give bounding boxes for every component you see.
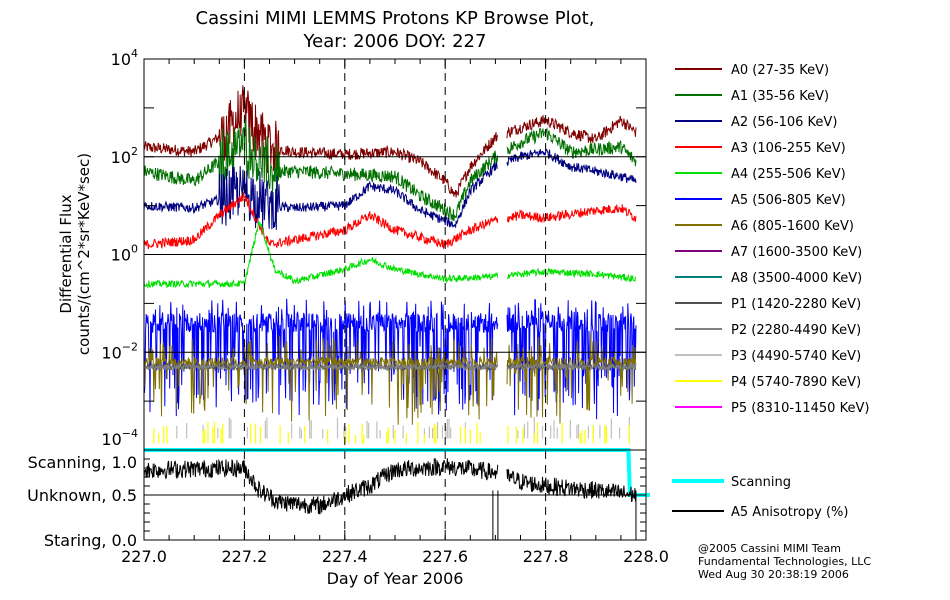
x-tick-label: 227.2 [221, 547, 267, 566]
legend-label: A5 Anisotropy (%) [731, 505, 848, 520]
chart-title-line1: Cassini MIMI LEMMS Protons KP Browse Plo… [196, 8, 595, 29]
legend-label: P3 (4490-5740 KeV) [731, 349, 861, 364]
series-line-A1 [143, 120, 637, 222]
legend-label: A3 (106-255 KeV) [731, 141, 846, 156]
legend-label: A6 (805-1600 KeV) [731, 219, 854, 234]
series-line-A3 [143, 192, 637, 250]
lower-y-tick-label: Unknown, 0.5 [27, 486, 137, 505]
legend-label: P1 (1420-2280 KeV) [731, 297, 861, 312]
lower-y-tick-label: Scanning, 1.0 [28, 453, 137, 472]
footer-timestamp: Wed Aug 30 20:38:19 2006 [698, 568, 849, 581]
y-tick-label: 10−4 [101, 427, 138, 449]
x-tick-label: 227.8 [523, 547, 569, 566]
x-tick-label: 227.0 [121, 547, 167, 566]
lower-y-tick-label: Staring, 0.0 [44, 531, 137, 550]
legend-label: A5 (506-805 KeV) [731, 193, 846, 208]
y-tick-label: 10−2 [101, 340, 138, 362]
y-tick-label: 104 [111, 47, 138, 69]
legend-label: A1 (35-56 KeV) [731, 89, 829, 104]
plot-area [143, 85, 650, 540]
series-line-A2 [143, 148, 637, 230]
legend-label: A2 (56-106 KeV) [731, 115, 837, 130]
y-axis-label-line2: counts/(cm^2*sr*KeV*sec) [75, 153, 93, 355]
footer-company: Fundamental Technologies, LLC [698, 555, 871, 568]
series-line-A4 [143, 221, 636, 290]
anisotropy-line [143, 457, 637, 515]
footer-copyright: @2005 Cassini MIMI Team [698, 542, 841, 555]
legend-label: A4 (255-506 KeV) [731, 167, 846, 182]
x-tick-label: 227.6 [422, 547, 468, 566]
legend-label: Scanning [731, 475, 791, 490]
x-tick-label: 227.4 [322, 547, 368, 566]
y-axis-label-line1: Differential Flux [57, 194, 75, 313]
series-line-P2 [143, 362, 637, 372]
legend-label: P5 (8310-11450 KeV) [731, 401, 869, 416]
y-tick-label: 102 [111, 145, 138, 167]
axes: 227.0 227.2 227.4 227.6 227.8 228.0 104 102 100 1… [27, 47, 669, 566]
x-axis-label: Day of Year 2006 [327, 569, 464, 588]
legend: A0 (27-35 KeV) A1 (35-56 KeV) A2 (56-106 K… [672, 63, 869, 520]
series-line-A0 [143, 85, 637, 198]
x-tick-label: 228.0 [623, 547, 669, 566]
y-tick-label: 100 [111, 243, 138, 265]
legend-label: A8 (3500-4000 KeV) [731, 271, 862, 286]
chart-title-line2: Year: 2006 DOY: 227 [303, 31, 487, 52]
legend-label: P4 (5740-7890 KeV) [731, 375, 861, 390]
legend-label: P2 (2280-4490 KeV) [731, 323, 861, 338]
legend-label: A7 (1600-3500 KeV) [731, 245, 862, 260]
legend-label: A0 (27-35 KeV) [731, 63, 829, 78]
